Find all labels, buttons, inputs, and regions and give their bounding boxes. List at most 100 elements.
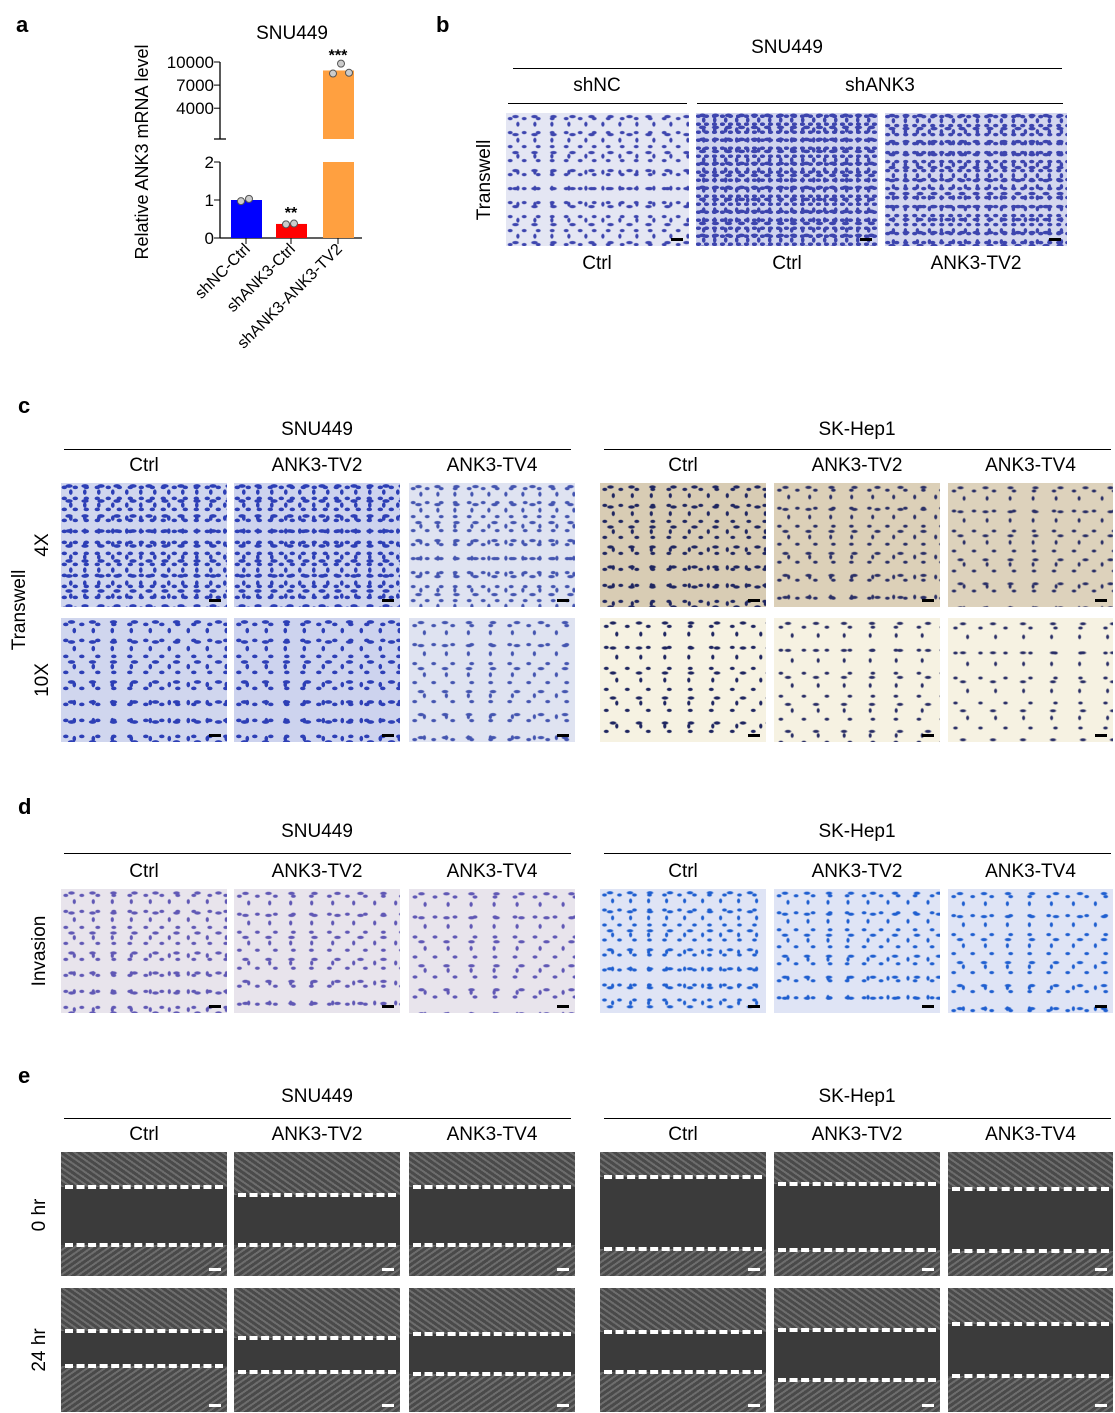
wound-edge-dashed-line [952, 1249, 1109, 1253]
data-point [245, 194, 253, 203]
micrograph-d [948, 889, 1113, 1013]
cell-layer [409, 1152, 575, 1187]
scale-bar [922, 1005, 934, 1008]
y-tick-label: 4000 [176, 99, 214, 118]
significance-marker: *** [329, 47, 348, 64]
bar-lower-segment [323, 162, 354, 238]
e-row-label-0hr: 0 hr [29, 1198, 50, 1232]
cell-layer [774, 1152, 940, 1184]
c-row-label-10x: 10X [32, 663, 53, 697]
scale-bar [922, 599, 934, 602]
scale-bar [748, 1404, 760, 1407]
micrograph-c [948, 483, 1113, 607]
d-col-label: Ctrl [129, 861, 159, 882]
b-group-shnc: shNC [573, 75, 621, 96]
micrograph-c [948, 618, 1113, 742]
y-tick-label: 7000 [176, 76, 214, 95]
scale-bar [557, 734, 569, 737]
wound-edge-dashed-line [65, 1185, 223, 1189]
micrograph-d [234, 889, 400, 1013]
divider [64, 853, 571, 854]
divider [64, 1118, 571, 1119]
cell-layer [948, 1288, 1113, 1324]
data-point [329, 69, 337, 78]
micrograph-c [234, 483, 400, 607]
wound-edge-dashed-line [604, 1330, 762, 1334]
c-cell-line: SK-Hep1 [818, 419, 896, 440]
d-col-label: Ctrl [668, 861, 698, 882]
panel-label-c: c [18, 393, 31, 418]
b-col-label: Ctrl [772, 253, 802, 274]
c-col-label: ANK3-TV2 [271, 455, 363, 476]
scale-bar [1095, 734, 1107, 737]
scale-bar [922, 1268, 934, 1271]
e-col-label: ANK3-TV4 [446, 1124, 538, 1145]
d-cell-line: SK-Hep1 [818, 821, 896, 842]
cell-layer [61, 1152, 227, 1187]
b-col-label: ANK3-TV2 [930, 253, 1022, 274]
cell-layer [61, 1366, 227, 1412]
cell-layer [948, 1251, 1113, 1276]
cell-layer [409, 1374, 575, 1412]
scale-bar [209, 1005, 221, 1008]
c-cell-line: SNU449 [281, 419, 353, 440]
micrograph-e-wound [774, 1288, 940, 1412]
cell-layer [409, 1288, 575, 1334]
wound-edge-dashed-line [413, 1372, 571, 1376]
micrograph-c [234, 618, 400, 742]
scale-bar [1095, 599, 1107, 602]
bar-upper-segment [323, 70, 354, 139]
wound-edge-dashed-line [778, 1248, 936, 1252]
wound-edge-dashed-line [952, 1322, 1109, 1326]
b-row-label: Transwell [474, 139, 495, 221]
divider [697, 103, 1063, 104]
scale-bar [922, 1404, 934, 1407]
divider [513, 68, 1062, 69]
data-point [290, 219, 298, 228]
micrograph-e-wound [409, 1288, 575, 1412]
c-assay-label: Transwell [9, 569, 30, 651]
scale-bar [209, 1404, 221, 1407]
scale-bar [557, 1404, 569, 1407]
micrograph-b [885, 113, 1067, 246]
e-col-label: Ctrl [668, 1124, 698, 1145]
wound-edge-dashed-line [604, 1247, 762, 1251]
scale-bar [209, 599, 221, 602]
micrograph-c [774, 483, 940, 607]
panel-label-e: e [18, 1063, 31, 1088]
cell-layer [600, 1288, 766, 1332]
cell-layer [600, 1249, 766, 1276]
wound-edge-dashed-line [238, 1370, 396, 1374]
scale-bar [382, 1404, 394, 1407]
cell-layer [948, 1152, 1113, 1189]
micrograph-e-wound [61, 1288, 227, 1412]
micrograph-c [600, 483, 766, 607]
micrograph-c [61, 483, 227, 607]
scale-bar [382, 1005, 394, 1008]
cell-layer [774, 1250, 940, 1276]
scale-bar [748, 1268, 760, 1271]
e-col-label: ANK3-TV2 [271, 1124, 363, 1145]
b-group-shank3: shANK3 [845, 75, 915, 96]
cell-layer [234, 1245, 400, 1276]
micrograph-e-wound [600, 1152, 766, 1276]
micrograph-d [409, 889, 575, 1013]
wound-edge-dashed-line [65, 1329, 223, 1333]
scale-bar [209, 1268, 221, 1271]
divider [604, 449, 1111, 450]
cell-layer [409, 1245, 575, 1276]
wound-edge-dashed-line [778, 1378, 936, 1382]
micrograph-b [696, 113, 878, 246]
wound-edge-dashed-line [65, 1243, 223, 1247]
scale-bar [1095, 1404, 1107, 1407]
bar [231, 200, 262, 238]
wound-edge-dashed-line [238, 1243, 396, 1247]
cell-layer [234, 1372, 400, 1412]
micrograph-e-wound [234, 1288, 400, 1412]
micrograph-e-wound [61, 1152, 227, 1276]
wound-edge-dashed-line [65, 1364, 223, 1368]
wound-edge-dashed-line [238, 1193, 396, 1197]
divider [604, 1118, 1111, 1119]
divider [604, 853, 1111, 854]
